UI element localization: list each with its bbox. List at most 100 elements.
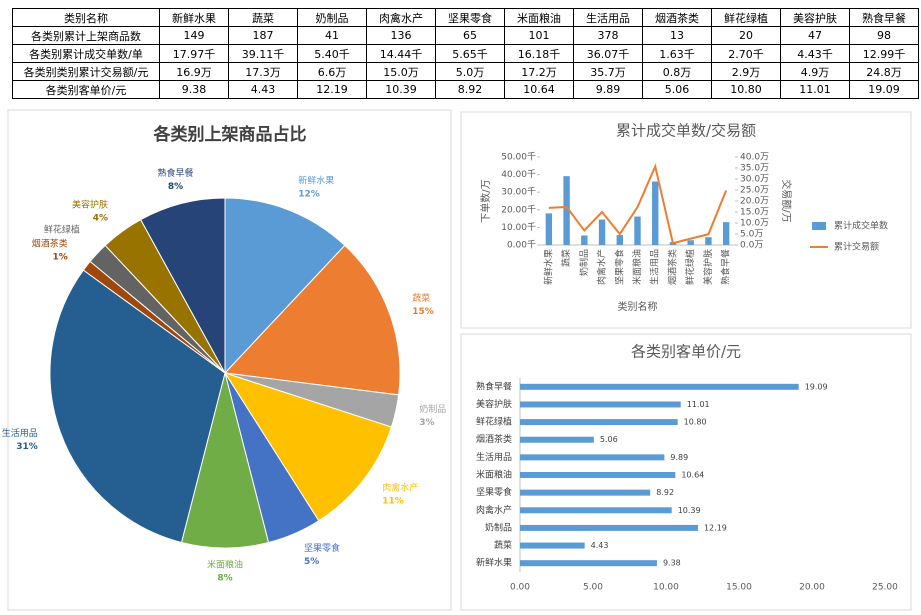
bar — [520, 383, 799, 390]
table-cell: 19.09 — [849, 80, 919, 99]
table-cell: 65 — [435, 26, 505, 45]
y2-tick-label: 20.0万 — [740, 197, 769, 207]
table-cell: 15.0万 — [366, 62, 436, 81]
bar — [687, 240, 694, 245]
table-cell: 2.70千 — [711, 44, 781, 63]
slice-value: 11% — [382, 496, 404, 506]
header-cell: 烟酒茶类 — [642, 8, 712, 27]
line — [548, 163, 728, 245]
value-label: 5.06 — [600, 435, 618, 444]
x-tick-label: 5.00 — [583, 583, 603, 593]
y-tick-label: 米面粮油 — [476, 469, 512, 481]
y-tick-label: 10.00千 — [501, 222, 536, 233]
table-cell: 378 — [573, 26, 643, 45]
bar — [520, 472, 676, 478]
table-cell: 10.64 — [504, 80, 574, 99]
table-cell: 4.43 — [228, 80, 298, 99]
x-tick-label: 美容护肤 — [702, 249, 714, 285]
chart-title: 累计成交单数/交易额 — [616, 122, 756, 140]
pie-slice — [140, 197, 226, 374]
table-cell: 14.44千 — [366, 44, 436, 63]
x-tick-label: 0.00 — [510, 583, 530, 593]
y2-tick-label: 10.0万 — [740, 219, 769, 229]
x-tick-label: 肉禽水产 — [596, 249, 608, 285]
panel — [460, 333, 912, 611]
x-tick-label: 坚果零食 — [613, 249, 625, 285]
table-cell: 5.40千 — [297, 44, 367, 63]
value-label: 8.92 — [656, 488, 674, 497]
table-cell: 10.39 — [366, 80, 436, 99]
table-cell: 4.9万 — [780, 62, 850, 81]
y-tick-label: 生活用品 — [476, 451, 512, 463]
x-tick-label: 25.00 — [872, 583, 898, 593]
table-row: 类别名称 新鲜水果 蔬菜 奶制品 肉禽水产 坚果零食 米面粮油 生活用品 烟酒茶类 鲜花绿植 美容护… — [12, 8, 919, 27]
pie-slice — [49, 269, 226, 544]
header-cell: 类别名称 — [12, 8, 160, 27]
header-cell: 米面粮油 — [504, 8, 574, 27]
bar — [520, 401, 681, 408]
y-tick-label: 40.00千 — [501, 169, 536, 180]
x-axis-title: 类别名称 — [618, 300, 658, 313]
header-cell: 生活用品 — [573, 8, 643, 27]
table-cell: 各类别客单价/元 — [12, 80, 160, 99]
x-tick-label: 烟酒茶类 — [666, 249, 678, 285]
table-cell: 41 — [297, 26, 367, 45]
value-label: 4.43 — [591, 541, 609, 550]
table-cell: 13 — [642, 26, 712, 45]
bar — [545, 213, 553, 245]
header-cell: 熟食早餐 — [849, 8, 919, 27]
slice-value: 5% — [304, 557, 319, 567]
slice-label: 鲜花绿植 — [44, 223, 80, 235]
header-cell: 坚果零食 — [435, 8, 505, 27]
slice-label: 蔬菜 — [412, 292, 430, 304]
y-tick-label: 坚果零食 — [476, 486, 512, 498]
value-label: 9.38 — [663, 559, 681, 568]
table-cell: 5.06 — [642, 80, 712, 99]
y-tick-label: 50.00千 — [501, 152, 536, 163]
bar — [520, 507, 672, 514]
y-tick-label: 30.00千 — [501, 187, 536, 198]
bar — [616, 235, 623, 245]
table-cell: 149 — [159, 26, 229, 45]
bar — [520, 454, 665, 461]
slice-value: 1% — [52, 253, 67, 263]
header-cell: 肉禽水产 — [366, 8, 436, 27]
table-cell: 36.07千 — [573, 44, 643, 63]
pie-slice — [223, 372, 393, 522]
table-cell: 101 — [504, 26, 574, 45]
y2-tick-label: 35.0万 — [740, 164, 769, 174]
table-cell: 各类别类别累计交易额/元 — [12, 62, 160, 81]
slice-label: 生活用品 — [2, 427, 38, 439]
slice-label: 奶制品 — [419, 403, 446, 415]
x-tick-label: 米面粮油 — [631, 249, 643, 285]
bar — [598, 219, 606, 245]
table-cell: 17.3万 — [228, 62, 298, 81]
y-tick-label: 奶制品 — [485, 521, 512, 533]
table-cell: 各类别累计上架商品数 — [12, 26, 160, 45]
table-cell: 16.18千 — [504, 44, 574, 63]
table-cell: 24.8万 — [849, 62, 919, 81]
header-cell: 美容护肤 — [780, 8, 850, 27]
panel — [460, 111, 912, 329]
bar — [705, 237, 712, 245]
table-cell: 98 — [849, 26, 919, 45]
slice-value: 8% — [168, 182, 183, 192]
value-label: 9.89 — [670, 453, 688, 462]
table-row: 各类别累计上架商品数 149 187 41 136 65 101 378 13 20 47 98 — [12, 26, 919, 45]
table-cell: 11.01 — [780, 80, 850, 99]
x-tick-label: 10.00 — [653, 583, 679, 593]
chart-title: 各类别客单价/元 — [631, 343, 741, 361]
value-label: 10.39 — [678, 506, 701, 515]
table-row: 各类别累计成交单数/单 17.97千 39.11千 5.40千 14.44千 5.65千 1… — [12, 44, 919, 63]
table-cell: 9.38 — [159, 80, 229, 99]
y2-tick-label: 0.0万 — [740, 241, 763, 251]
bar — [581, 235, 588, 245]
slice-value: 15% — [412, 307, 434, 317]
y2-axis-title: 交易额/万 — [780, 179, 793, 222]
x-tick-label: 20.00 — [799, 583, 825, 593]
legend-swatch — [812, 222, 826, 230]
y-tick-label: 新鲜水果 — [476, 557, 512, 569]
x-tick-label: 蔬菜 — [560, 249, 572, 267]
